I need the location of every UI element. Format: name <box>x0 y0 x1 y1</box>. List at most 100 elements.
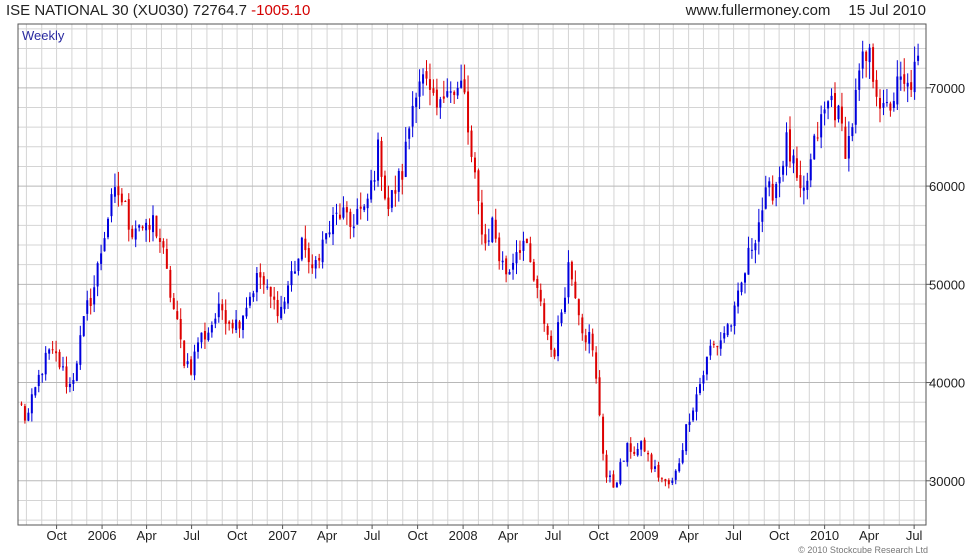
candle-body <box>335 212 338 214</box>
candle <box>297 258 300 276</box>
candle <box>757 208 760 255</box>
candle <box>300 236 303 262</box>
candle <box>750 238 753 259</box>
candle <box>425 60 428 86</box>
candle-body <box>525 238 528 244</box>
candle <box>377 132 380 187</box>
candle-body <box>86 300 89 314</box>
candle-body <box>761 210 764 222</box>
candle-body <box>418 81 421 97</box>
candle-body <box>823 109 826 114</box>
y-tick-label: 30000 <box>929 474 965 489</box>
candle <box>567 250 570 304</box>
candle-body <box>757 222 760 242</box>
candle-body <box>280 306 283 319</box>
candle <box>653 459 656 473</box>
candle-body <box>470 130 473 157</box>
chart-date: 15 Jul 2010 <box>848 2 926 19</box>
candle-body <box>782 165 785 175</box>
candle-body <box>373 180 376 182</box>
x-tick-label: 2009 <box>630 528 659 543</box>
y-tick-label: 60000 <box>929 179 965 194</box>
candle-body <box>536 278 539 288</box>
candle <box>546 323 549 341</box>
candle-body <box>266 286 269 288</box>
candle <box>875 70 878 107</box>
candle <box>449 81 452 104</box>
candle-body <box>37 374 40 387</box>
plot-frame <box>17 23 927 526</box>
candle-body <box>899 76 902 80</box>
candle-body <box>23 406 26 421</box>
candle-body <box>210 324 213 333</box>
candle-body <box>217 303 220 318</box>
candle <box>802 175 805 205</box>
candle-body <box>702 375 705 384</box>
candle-body <box>574 281 577 299</box>
candle <box>591 328 594 357</box>
candle-body <box>643 439 646 452</box>
candle <box>68 377 71 393</box>
candle <box>775 181 778 207</box>
candle <box>602 413 605 461</box>
candle-body <box>390 190 393 208</box>
candle-body <box>269 286 272 297</box>
candle-body <box>512 262 515 270</box>
candle-body <box>158 238 161 242</box>
candle-body <box>820 114 823 138</box>
chart-header: ISE NATIONAL 30 (XU030) 72764.7 -1005.10… <box>0 0 980 24</box>
candle <box>761 197 764 233</box>
candle <box>328 220 331 238</box>
candle <box>692 407 695 423</box>
candle-body <box>747 247 750 275</box>
candle <box>103 231 106 252</box>
candle-body <box>705 356 708 375</box>
candle <box>550 330 553 358</box>
candle <box>214 313 217 329</box>
candle <box>394 175 397 207</box>
candle <box>899 61 902 91</box>
x-tick-label: Apr <box>678 528 699 543</box>
candle <box>55 340 58 362</box>
candle-body <box>633 451 636 454</box>
site-link[interactable]: www.fullermoney.com <box>685 2 831 19</box>
index-title: ISE NATIONAL 30 (XU030) 72764.7 <box>6 2 247 19</box>
candle <box>588 324 591 354</box>
candle <box>539 283 542 307</box>
chart-title: ISE NATIONAL 30 (XU030) 72764.7 -1005.10 <box>6 2 310 19</box>
candle-body <box>359 206 362 209</box>
candle-body <box>522 240 525 251</box>
candle <box>148 218 151 243</box>
candle-body <box>678 463 681 472</box>
candle-body <box>321 239 324 263</box>
candle-body <box>314 260 317 269</box>
candle-body <box>674 470 677 480</box>
candle-body <box>89 297 92 307</box>
candle <box>480 189 483 245</box>
candle-body <box>716 346 719 348</box>
candle-body <box>387 197 390 210</box>
candle-body <box>20 403 23 405</box>
x-tick-label: Oct <box>588 528 609 543</box>
candle <box>442 80 445 103</box>
candle <box>245 297 248 319</box>
candle <box>162 238 165 254</box>
candle <box>882 89 885 116</box>
candle-body <box>172 298 175 309</box>
candle <box>847 121 850 172</box>
candle-body <box>840 106 843 124</box>
candle <box>643 437 646 453</box>
candle-body <box>799 175 802 189</box>
candle-body <box>785 132 788 167</box>
candle-body <box>882 103 885 108</box>
candle <box>813 133 816 160</box>
candle <box>124 200 127 203</box>
candle <box>141 225 144 231</box>
candle-body <box>221 304 224 311</box>
candle-body <box>428 79 431 90</box>
candle <box>318 253 321 269</box>
candle-body <box>653 466 656 469</box>
candle-body <box>345 207 348 213</box>
candle <box>169 265 172 303</box>
candle <box>34 386 37 398</box>
